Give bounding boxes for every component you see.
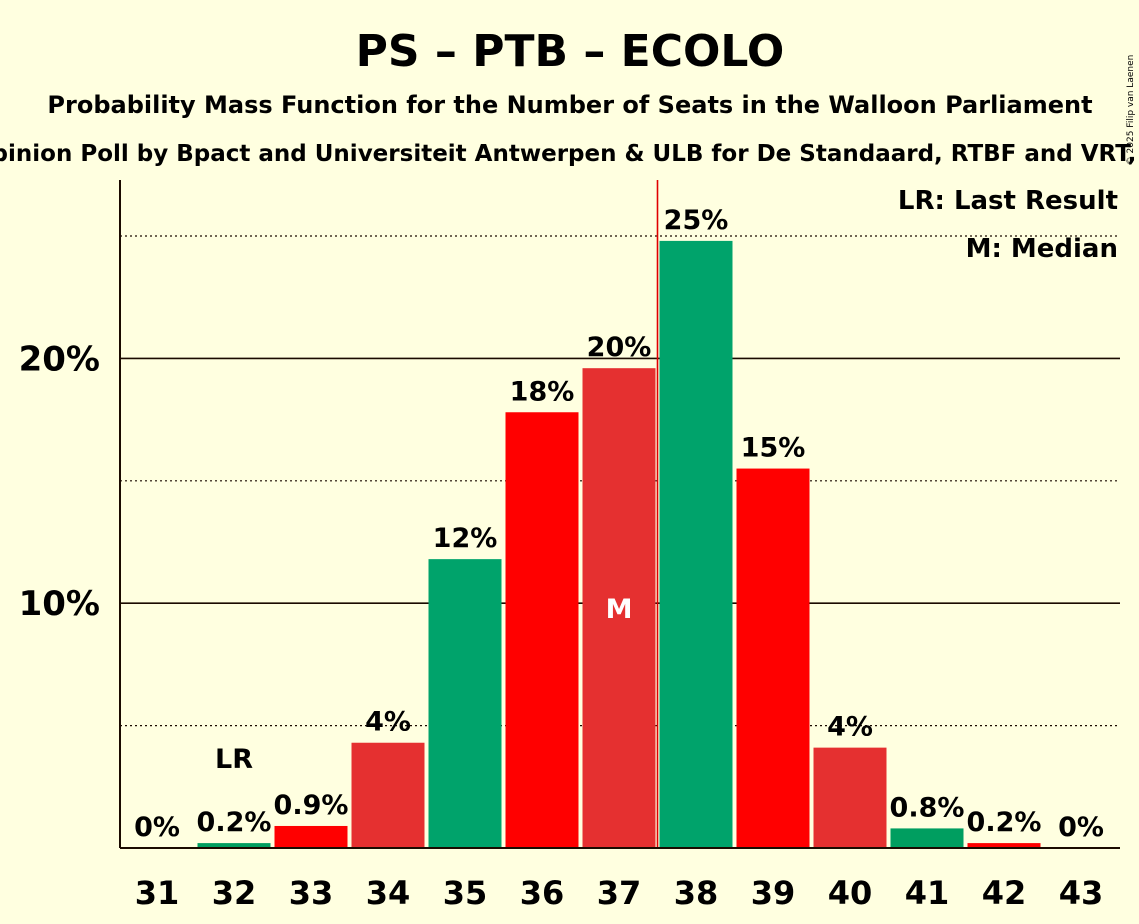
bar <box>582 368 656 848</box>
bar-value-label: 0.2% <box>197 807 272 838</box>
bar-value-label: 0.2% <box>967 807 1042 838</box>
axes-layer <box>119 180 1120 849</box>
x-tick-label: 32 <box>212 874 257 912</box>
y-tick-label: 20% <box>19 339 100 379</box>
x-tick-label: 37 <box>597 874 642 912</box>
bar-value-label: 4% <box>365 707 411 738</box>
x-tick-label: 36 <box>520 874 565 912</box>
x-tick-label: 31 <box>135 874 180 912</box>
bar-value-label: 0.9% <box>274 790 349 821</box>
bar-value-label: 20% <box>587 332 652 363</box>
median-marker: M <box>606 594 633 625</box>
legend-median: M: Median <box>966 234 1118 264</box>
bar <box>890 828 964 848</box>
bar-value-label: 15% <box>741 433 806 464</box>
bar <box>351 742 425 848</box>
bar <box>967 843 1041 848</box>
x-tick-label: 35 <box>443 874 488 912</box>
x-tick-label: 38 <box>674 874 719 912</box>
x-tick-label: 42 <box>982 874 1027 912</box>
bar-value-label: 4% <box>827 712 873 743</box>
y-tick-label: 10% <box>19 584 100 624</box>
bar-value-label: 18% <box>510 376 575 407</box>
bar <box>274 825 348 848</box>
bar-value-label: 25% <box>664 205 729 236</box>
copyright-text: © 2025 Filip van Laenen <box>1126 55 1136 166</box>
bar-value-label: 0.8% <box>890 792 965 823</box>
legend-last-result: LR: Last Result <box>898 186 1118 216</box>
x-tick-label: 41 <box>905 874 950 912</box>
x-tick-label: 39 <box>751 874 796 912</box>
bar <box>736 468 810 848</box>
bar <box>659 240 733 848</box>
bar <box>428 559 502 848</box>
bar <box>813 747 887 848</box>
bars-layer <box>197 240 1041 848</box>
bar <box>505 412 579 848</box>
bar <box>197 843 271 848</box>
chart-source-line: Opinion Poll by Bpact and Universiteit A… <box>0 141 1139 167</box>
chart-title: PS – PTB – ECOLO <box>356 26 785 77</box>
x-tick-label: 33 <box>289 874 334 912</box>
bar-value-label: 0% <box>134 812 180 843</box>
last-result-marker: LR <box>215 744 253 775</box>
labels-layer: 0% 31 0.2% 32 LR 0.9% 33 4% 34 12% 35 18% 36 20% 37 M 25… <box>134 205 1104 912</box>
chart-subtitle: Probability Mass Function for the Number… <box>47 91 1092 119</box>
x-tick-label: 34 <box>366 874 411 912</box>
bar-value-label: 0% <box>1058 812 1104 843</box>
x-tick-label: 43 <box>1059 874 1104 912</box>
x-tick-label: 40 <box>828 874 873 912</box>
bar-value-label: 12% <box>433 523 498 554</box>
